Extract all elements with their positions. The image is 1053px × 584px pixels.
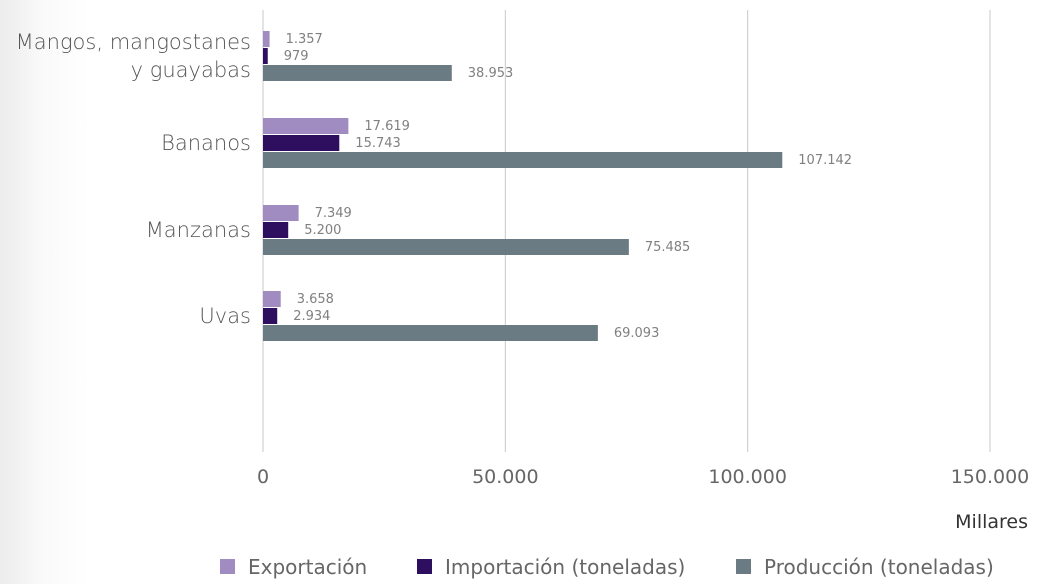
bars (263, 31, 783, 341)
x-tick-label: 100.000 (708, 466, 787, 488)
data-label: 3.658 (297, 292, 334, 307)
category-label: Uvas (199, 304, 251, 328)
category-label: Bananos (161, 131, 251, 155)
category-label: Manzanas (146, 218, 251, 242)
bar-importación (263, 222, 289, 238)
legend-swatch (220, 559, 235, 574)
data-label: 75.485 (645, 240, 691, 255)
legend-swatch (736, 559, 751, 574)
bar-producción (263, 65, 452, 81)
legend-label: Exportación (248, 555, 367, 579)
data-label: 1.357 (286, 32, 323, 47)
bar-importación (263, 48, 268, 64)
bar-producción (263, 152, 783, 168)
x-tick-labels: 0 50.000 100.000 150.000 (257, 466, 1029, 488)
data-label: 15.743 (355, 136, 401, 151)
bar-exportación (263, 118, 349, 134)
bar-producción (263, 325, 598, 341)
x-tick-label: 0 (257, 466, 269, 488)
bar-exportación (263, 291, 281, 307)
category-label: Mangos, mangostanes (16, 30, 251, 54)
category-label: y guayabas (131, 58, 251, 82)
data-label: 107.142 (798, 153, 852, 168)
data-label: 38.953 (468, 66, 514, 81)
x-tick-label: 150.000 (951, 466, 1030, 488)
legend: Exportación Importación (toneladas) Produc… (220, 555, 994, 579)
bar-importación (263, 135, 340, 151)
data-label: 7.349 (315, 206, 352, 221)
data-label: 17.619 (364, 119, 410, 134)
data-label: 2.934 (293, 309, 330, 324)
legend-label: Producción (toneladas) (764, 555, 994, 579)
bar-producción (263, 239, 629, 255)
data-labels: 1.357 979 38.953 17.619 15.743 107.142 7.349 5.… (284, 32, 852, 341)
x-tick-label: 50.000 (472, 466, 538, 488)
bar-exportación (263, 31, 270, 47)
legend-label: Importación (toneladas) (445, 555, 685, 579)
data-label: 69.093 (614, 326, 660, 341)
bar-importación (263, 308, 278, 324)
x-axis-title: Millares (955, 511, 1028, 533)
legend-swatch (417, 559, 432, 574)
bar-exportación (263, 205, 299, 221)
data-label: 979 (284, 49, 309, 64)
category-labels: Mangos, mangostanes y guayabas Bananos Manz… (16, 30, 251, 328)
data-label: 5.200 (304, 223, 341, 238)
